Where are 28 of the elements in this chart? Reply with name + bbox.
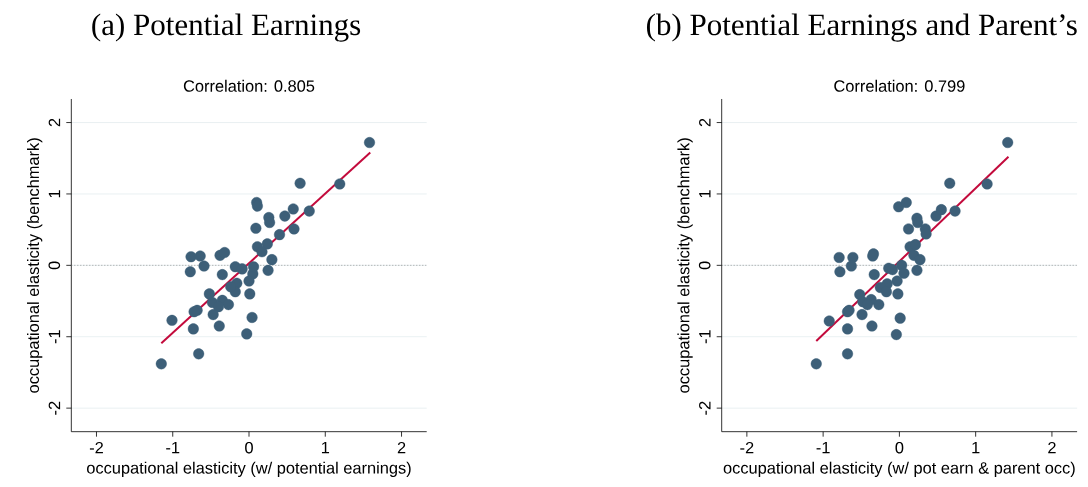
y-tick-label: 0 [48,261,61,270]
x-tick-label: 1 [972,441,980,454]
x-tick-label: 1 [321,441,330,454]
y-axis-title: occupational elasticity (benchmark) [27,138,43,393]
x-tick-label: -2 [740,441,754,454]
x-axis-title: occupational elasticity (w/ pot earn & parent occ) [723,461,1075,477]
y-axis-title: occupational elasticity (benchmark) [677,138,693,393]
y-tick-label: 1 [699,190,711,198]
y-tick-label: -2 [48,401,61,415]
chart-title: (b) Potential Earnings and Parent’s [646,13,1077,42]
y-tick-label: 0 [698,261,711,270]
x-tick-label: 2 [397,441,406,454]
x-tick-label: -1 [166,441,180,454]
chart-title: (a) Potential Earnings [92,13,361,42]
x-tick-label: -1 [816,441,830,454]
x-tick-label: 2 [1048,441,1056,454]
y-tick-label: 1 [48,190,61,198]
x-axis-title: occupational elasticity (w/ potential earnings) [86,461,411,477]
chart-subtitle: Correlation: 0.805 [183,79,315,92]
y-tick-label: 2 [48,118,61,127]
chart-subtitle: Correlation: 0.799 [834,79,965,92]
y-tick-label: 2 [699,118,711,127]
y-tick-label: -1 [699,330,711,344]
y-tick-label: -1 [48,330,61,344]
x-tick-label: 0 [245,441,253,454]
x-tick-label: 0 [895,441,904,454]
x-tick-label: -2 [89,441,103,454]
y-tick-label: -2 [699,401,711,415]
